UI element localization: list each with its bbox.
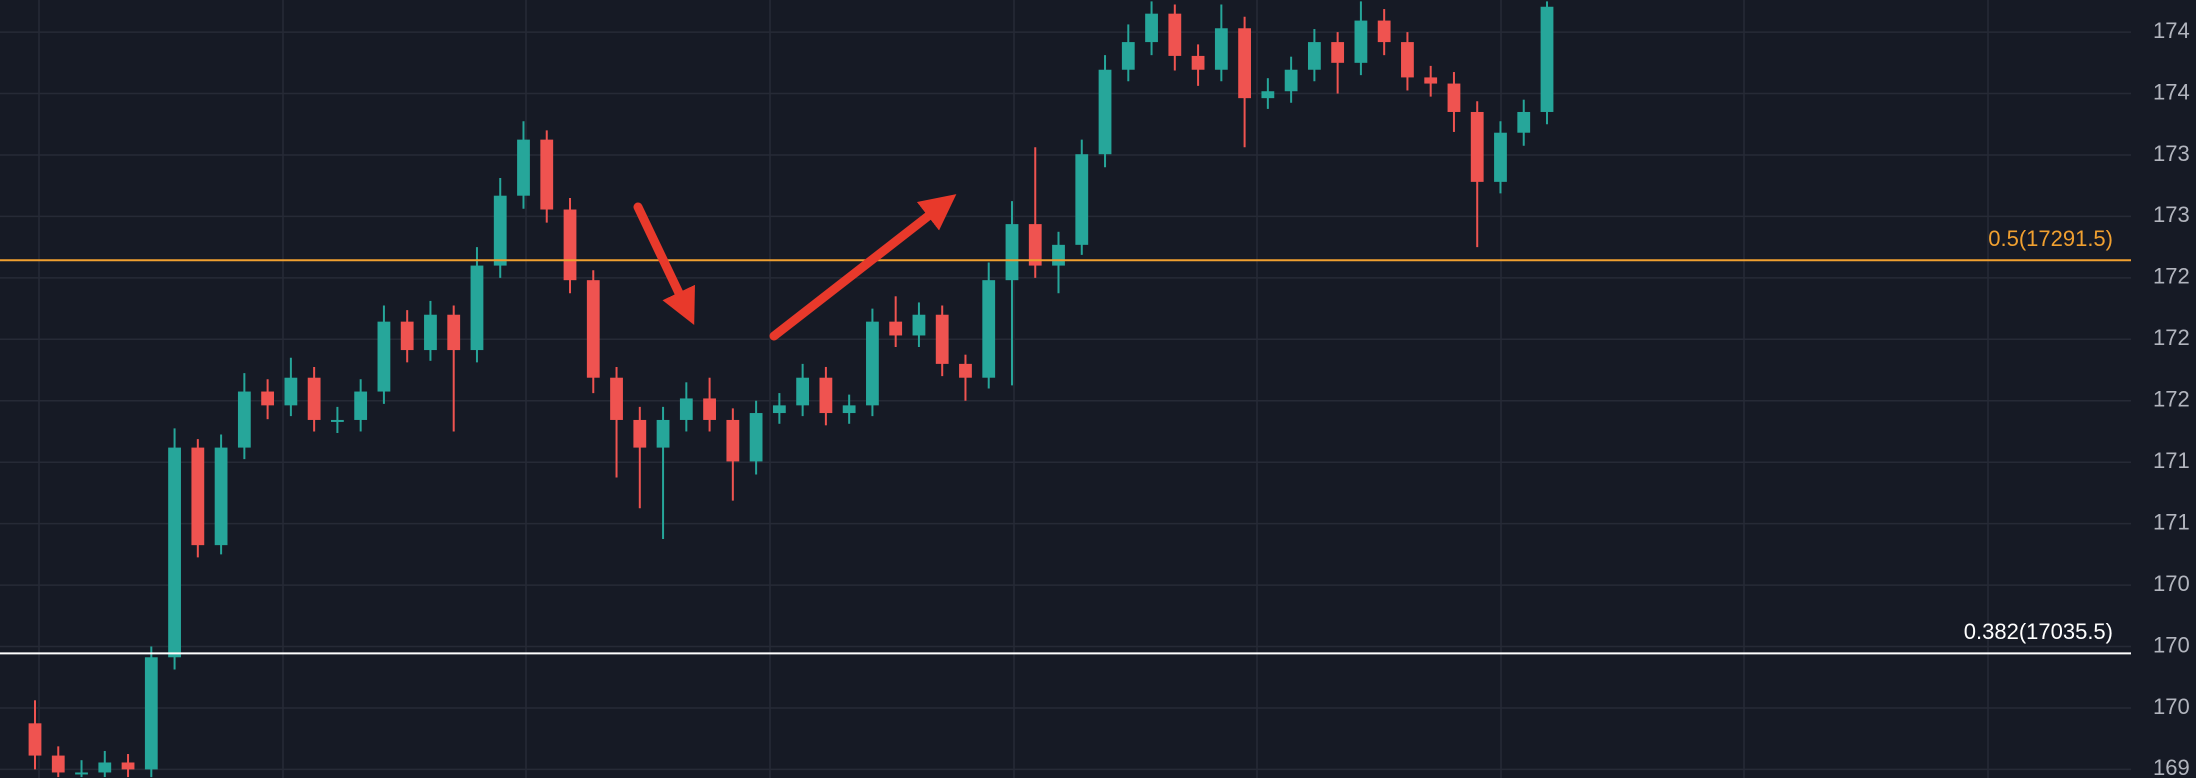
candle-body bbox=[1424, 77, 1438, 84]
candle-body bbox=[1540, 6, 1554, 112]
candle-body bbox=[1447, 83, 1461, 112]
candle-body bbox=[563, 209, 577, 281]
candle-body bbox=[237, 391, 251, 448]
grid bbox=[0, 31, 2131, 771]
y-tick-label: 169 bbox=[2153, 755, 2190, 778]
candle-body bbox=[1121, 42, 1135, 70]
candle-body bbox=[982, 280, 996, 378]
candle-body bbox=[168, 447, 181, 658]
candle-body bbox=[517, 139, 530, 196]
candle-body bbox=[331, 419, 344, 422]
candle-body bbox=[540, 139, 554, 210]
candle-body bbox=[1075, 154, 1089, 245]
candle-body bbox=[726, 419, 740, 462]
y-tick-label: 172 bbox=[2153, 325, 2190, 350]
candle-body bbox=[1354, 20, 1368, 63]
candle-body bbox=[796, 377, 810, 406]
candle-body bbox=[935, 314, 949, 364]
candle-body bbox=[261, 391, 275, 406]
annotations bbox=[633, 194, 957, 341]
y-tick-label: 171 bbox=[2153, 448, 2190, 473]
y-tick-label: 174 bbox=[2153, 18, 2190, 43]
candle-body bbox=[1145, 13, 1158, 43]
candle-body bbox=[1028, 224, 1042, 266]
y-tick-label: 173 bbox=[2153, 202, 2190, 227]
candle-body bbox=[1238, 28, 1251, 99]
candle-body bbox=[470, 265, 484, 351]
candle-body bbox=[959, 363, 972, 378]
candle-body bbox=[679, 398, 693, 420]
candle-body bbox=[284, 377, 298, 406]
candle-body bbox=[191, 447, 205, 546]
candle-body bbox=[98, 762, 112, 773]
fib-levels: 0.5(17291.5) 0.382(17035.5) bbox=[0, 226, 2131, 655]
candle-body bbox=[1005, 224, 1019, 281]
y-tick-label: 172 bbox=[2153, 264, 2190, 289]
y-tick-label: 170 bbox=[2153, 694, 2190, 719]
candle-body bbox=[1214, 28, 1228, 70]
candle-body bbox=[819, 377, 833, 414]
y-tick-label: 171 bbox=[2153, 509, 2190, 534]
candle-body bbox=[400, 321, 414, 351]
candle-body bbox=[772, 405, 786, 414]
candle-body bbox=[493, 195, 507, 266]
candle-body bbox=[1377, 20, 1391, 43]
price-axis: 174 174 173 173 172 172 172 171 171 170 170 170 169 bbox=[2153, 18, 2190, 778]
y-tick-label: 173 bbox=[2153, 141, 2190, 166]
candle-body bbox=[144, 657, 158, 770]
up-arrow bbox=[769, 194, 957, 341]
down-arrow bbox=[633, 202, 695, 326]
candle-body bbox=[447, 314, 461, 351]
candle-body bbox=[1284, 69, 1298, 92]
candle-body bbox=[1517, 111, 1531, 133]
candle-body bbox=[1307, 42, 1321, 70]
candle-body bbox=[1168, 13, 1182, 56]
candle-body bbox=[28, 723, 42, 756]
fib-label: 0.5(17291.5) bbox=[1988, 226, 2113, 251]
candle-body bbox=[866, 321, 879, 406]
candle-body bbox=[1191, 55, 1205, 70]
candle-body bbox=[1052, 244, 1065, 266]
candle-body bbox=[1261, 91, 1275, 99]
candle-body bbox=[1494, 132, 1507, 182]
candles bbox=[28, 1, 1554, 778]
candle-body bbox=[377, 321, 391, 392]
candle-body bbox=[354, 391, 368, 420]
y-tick-label: 172 bbox=[2153, 387, 2190, 412]
candle-body bbox=[842, 405, 856, 414]
candle-body bbox=[1331, 42, 1345, 63]
candle-body bbox=[75, 772, 88, 775]
candle-body bbox=[121, 762, 135, 770]
candle-body bbox=[51, 755, 65, 773]
candle-body bbox=[1470, 111, 1484, 182]
candle-body bbox=[424, 314, 437, 351]
candle-body bbox=[610, 377, 623, 420]
candle-body bbox=[912, 314, 926, 336]
candle-body bbox=[749, 413, 763, 462]
candle-body bbox=[889, 321, 903, 336]
candle-body bbox=[586, 280, 600, 378]
candle-body bbox=[1098, 69, 1112, 155]
candle-body bbox=[703, 398, 716, 420]
candle-body bbox=[633, 419, 647, 448]
candle-body bbox=[1401, 42, 1414, 78]
y-tick-label: 170 bbox=[2153, 571, 2190, 596]
y-tick-label: 174 bbox=[2153, 79, 2190, 104]
candle-body bbox=[656, 419, 670, 448]
y-tick-label: 170 bbox=[2153, 632, 2190, 657]
candle-body bbox=[214, 447, 228, 546]
fib-label: 0.382(17035.5) bbox=[1964, 619, 2113, 644]
candle-body bbox=[307, 377, 321, 420]
